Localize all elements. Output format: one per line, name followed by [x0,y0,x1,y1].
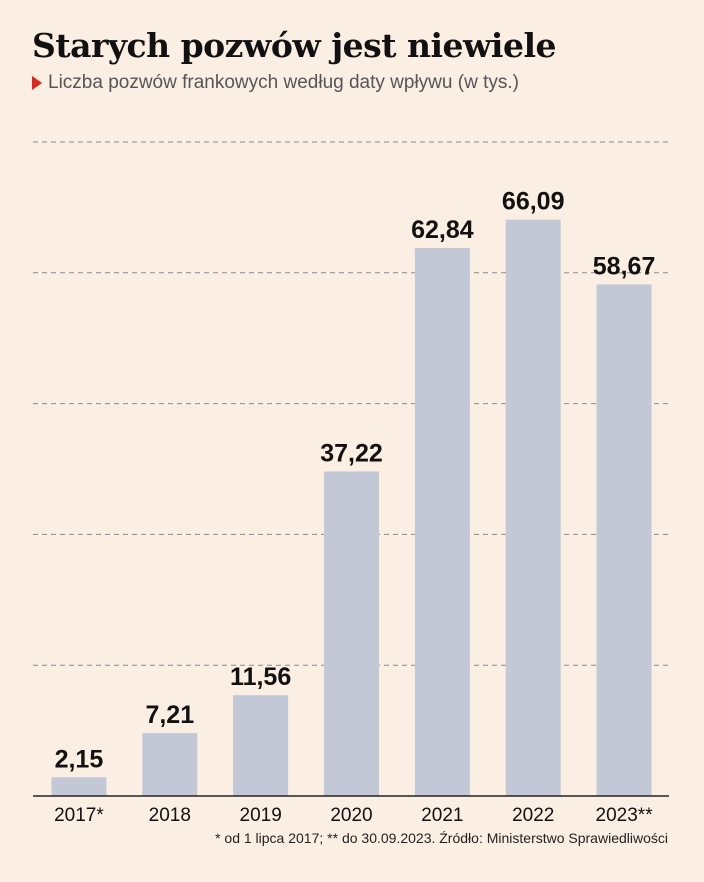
data-label: 11,56 [230,663,291,691]
x-tick-label: 2022 [512,805,554,826]
bar [324,471,379,796]
bar [414,248,470,796]
data-label: 2,15 [55,745,104,773]
data-label: 62,84 [411,216,474,244]
x-tick-label: 2023** [596,805,654,826]
x-tick-label: 2018 [149,805,191,826]
chart-subtitle: Liczba pozwów frankowych według daty wpł… [32,72,519,94]
x-tick-label: 2020 [330,805,372,826]
data-label: 7,21 [145,701,194,729]
data-label: 58,67 [593,252,656,280]
chart-subtitle-text: Liczba pozwów frankowych według daty wpł… [48,72,519,93]
x-tick-label: 2019 [240,805,282,826]
bar [505,219,561,797]
bar [596,284,652,796]
bar [142,733,198,796]
x-tick-label: 2017* [54,805,104,826]
chart-title: Starych pozwów jest niewiele [32,26,556,65]
triangle-marker-icon [32,76,42,90]
bar [51,777,107,796]
data-label: 66,09 [502,188,565,216]
bar [233,695,289,796]
footnote: * od 1 lipca 2017; ** do 30.09.2023. Źró… [215,830,668,846]
data-label: 37,22 [320,439,383,467]
x-tick-label: 2021 [421,805,463,826]
